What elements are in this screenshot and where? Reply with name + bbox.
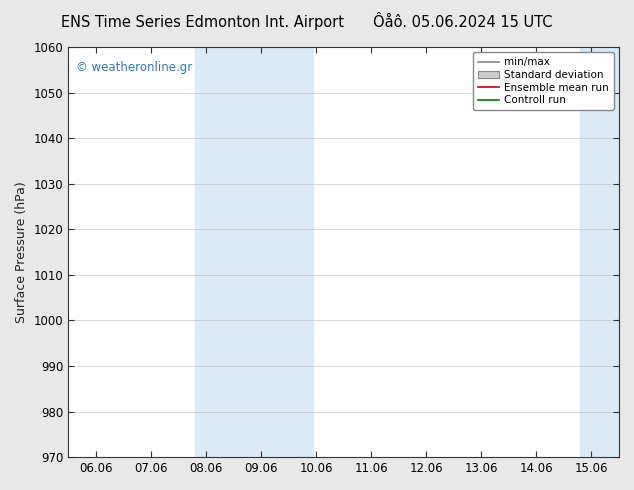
Text: ENS Time Series Edmonton Int. Airport: ENS Time Series Edmonton Int. Airport — [61, 15, 344, 30]
Text: Ôåô. 05.06.2024 15 UTC: Ôåô. 05.06.2024 15 UTC — [373, 15, 553, 30]
Bar — [195, 47, 313, 457]
Text: © weatheronline.gr: © weatheronline.gr — [77, 61, 193, 74]
Bar — [581, 47, 619, 457]
Legend: min/max, Standard deviation, Ensemble mean run, Controll run: min/max, Standard deviation, Ensemble me… — [472, 52, 614, 110]
Y-axis label: Surface Pressure (hPa): Surface Pressure (hPa) — [15, 181, 28, 323]
